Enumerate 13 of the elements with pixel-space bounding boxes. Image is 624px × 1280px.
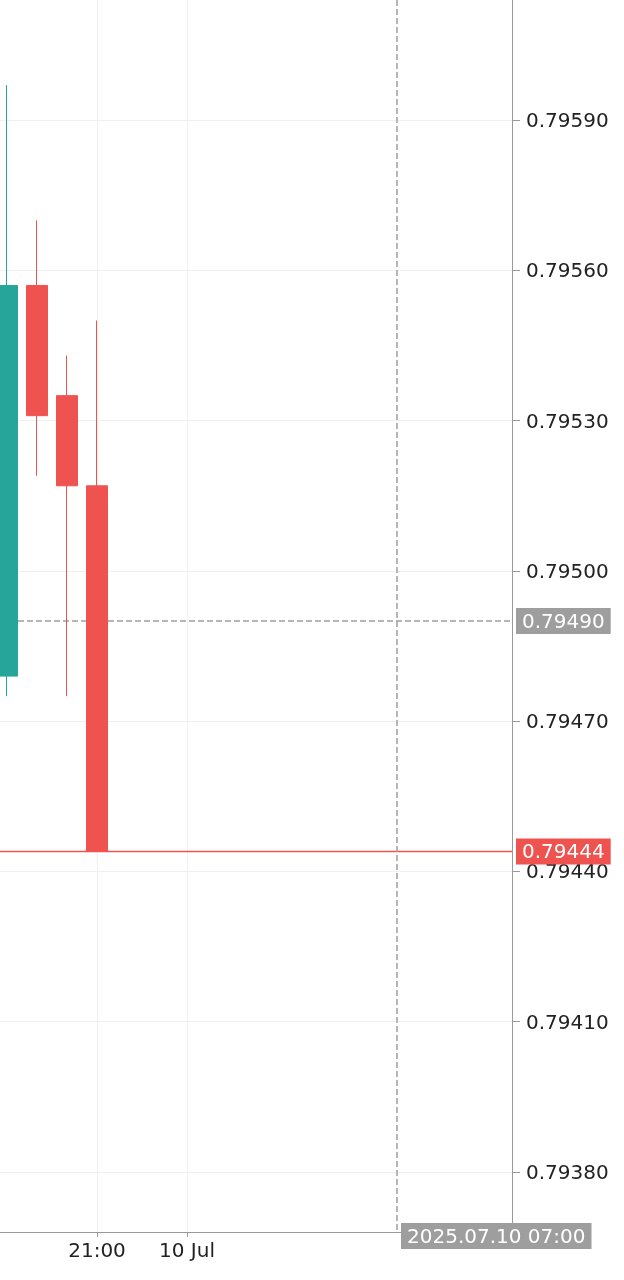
y-tick-label: 0.79590 xyxy=(526,108,609,133)
ref-line-label: 0.79490 xyxy=(522,609,605,634)
y-tick-label: 0.79500 xyxy=(526,558,609,583)
candlestick xyxy=(56,355,78,697)
y-tick-label: 0.79530 xyxy=(526,408,609,433)
ref-line-label: 2025.07.10 07:00 xyxy=(407,1224,586,1248)
candlestick xyxy=(26,219,48,477)
y-tick-label: 0.79410 xyxy=(526,1009,609,1034)
x-tick-label: 10 Jul xyxy=(159,1238,215,1262)
x-tick-label: 21:00 xyxy=(68,1238,126,1262)
y-tick-label: 0.79470 xyxy=(526,709,609,734)
y-tick-label: 0.79560 xyxy=(526,258,609,283)
y-tick-label: 0.79380 xyxy=(526,1159,609,1184)
